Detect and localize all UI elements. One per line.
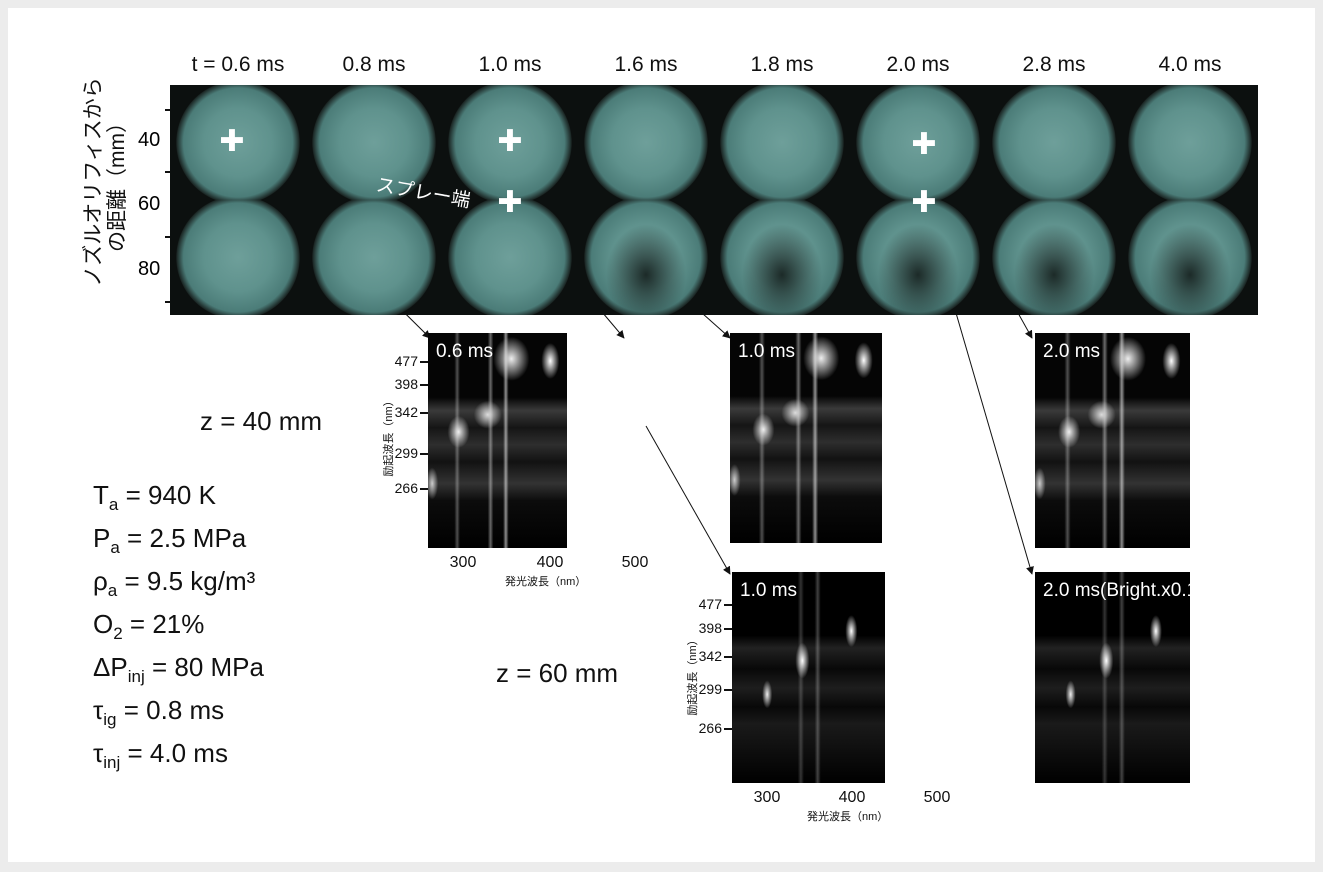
photo [1122,85,1258,200]
condition-value: = 0.8 ms [117,695,225,725]
photo [714,200,850,315]
x-tick-label: 300 [752,789,782,807]
condition-symbol: ΔP [93,652,128,682]
time-label: 1.8 ms [750,53,813,77]
cross-marker: ✚ [911,188,936,218]
y-tick-label: 477 [690,596,722,612]
panel-label: 0.6 ms [436,341,493,363]
condition-subscript: a [108,581,117,600]
condition-symbol: τ [93,738,103,768]
panel-label: 2.0 ms [1043,341,1100,363]
condition-subscript: 2 [113,624,122,643]
x-tick-label: 400 [535,554,565,572]
y-axis-label: 励起波長（nm） [380,376,396,496]
x-tick-label: 300 [448,554,478,572]
condition-symbol: O [93,609,113,639]
photo [170,200,306,315]
x-axis-label: 発光波長（nm） [807,808,888,824]
condition: ΔPinj = 80 MPa [93,652,264,687]
condition-value: = 940 K [118,480,216,510]
spectrum-image: 1.0 ms [730,333,882,543]
x-axis-label: 発光波長（nm） [505,573,586,589]
spectrum-image: 2.0 ms(Bright.x0.1) [1035,572,1190,783]
y-tick-label: 60 [138,193,160,216]
panel-label: 2.0 ms(Bright.x0.1) [1043,580,1190,602]
condition-value: = 80 MPa [145,652,264,682]
cross-marker: ✚ [219,127,244,157]
photo [714,85,850,200]
z-label: z = 60 mm [496,658,618,689]
spectrum-image: 2.0 ms [1035,333,1190,548]
condition-value: = 9.5 kg/m³ [117,566,255,596]
condition: ρa = 9.5 kg/m³ [93,566,255,601]
condition: Ta = 940 K [93,480,216,515]
figure: t = 0.6 ms 0.8 ms 1.0 ms 1.6 ms 1.8 ms 2.0 ms… [8,8,1315,862]
photo [578,85,714,200]
time-label: t = 0.6 ms [192,53,285,77]
condition-symbol: ρ [93,566,108,596]
spectrum-image: 0.6 ms [428,333,567,548]
x-tick-label: 400 [837,789,867,807]
cross-marker: ✚ [911,130,936,160]
panel-label: 1.0 ms [738,341,795,363]
photo [986,85,1122,200]
condition-value: = 2.5 MPa [120,523,246,553]
condition: O2 = 21% [93,609,204,644]
arrow [646,426,730,574]
photo [306,200,442,315]
condition: Pa = 2.5 MPa [93,523,246,558]
y-tick-label: 477 [386,353,418,369]
condition-subscript: inj [128,667,145,686]
time-label: 2.8 ms [1022,53,1085,77]
y-axis-label: 励起波長（nm） [684,615,700,735]
condition-symbol: T [93,480,109,510]
photo [986,200,1122,315]
condition-subscript: a [109,495,118,514]
panel-label: 1.0 ms [740,580,797,602]
page: t = 0.6 ms 0.8 ms 1.0 ms 1.6 ms 1.8 ms 2.0 ms… [0,0,1323,872]
x-tick-label: 500 [620,554,650,572]
z-label: z = 40 mm [200,406,322,437]
condition-value: = 4.0 ms [120,738,228,768]
photo [578,200,714,315]
condition-symbol: P [93,523,110,553]
condition-value: = 21% [123,609,205,639]
time-label: 1.0 ms [478,53,541,77]
condition: τig = 0.8 ms [93,695,224,730]
y-tick-label: 80 [138,258,160,281]
condition-symbol: τ [93,695,103,725]
x-tick-label: 500 [922,789,952,807]
cross-marker: ✚ [497,127,522,157]
time-label: 2.0 ms [886,53,949,77]
y-tick-label: 40 [138,129,160,152]
y-axis-title: ノズルオリフィスからの距離（mm） [82,72,130,292]
condition-subscript: ig [103,710,116,729]
cross-marker: ✚ [497,188,522,218]
photo [1122,200,1258,315]
condition-subscript: a [110,538,119,557]
condition-subscript: inj [103,753,120,772]
time-label: 1.6 ms [614,53,677,77]
time-label: 0.8 ms [342,53,405,77]
spectrum-image: 1.0 ms [732,572,885,783]
time-label: 4.0 ms [1158,53,1221,77]
condition: τinj = 4.0 ms [93,738,228,773]
